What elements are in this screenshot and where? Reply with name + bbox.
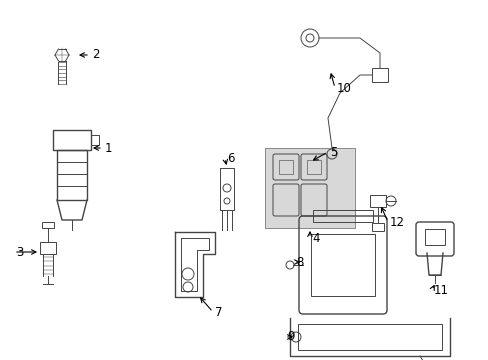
Bar — [297, 324, 441, 350]
Text: 4: 4 — [311, 231, 319, 244]
Bar — [312, 210, 372, 222]
Bar — [264, 148, 354, 228]
Text: 11: 11 — [433, 284, 448, 297]
Bar — [57, 150, 87, 200]
Text: 6: 6 — [226, 152, 234, 165]
Text: 5: 5 — [329, 145, 337, 158]
Text: 12: 12 — [389, 216, 404, 229]
Text: 2: 2 — [92, 49, 99, 62]
Bar — [310, 234, 374, 296]
Bar — [371, 68, 387, 82]
Bar — [424, 229, 444, 245]
Text: 9: 9 — [286, 330, 294, 343]
Bar — [371, 223, 383, 231]
Bar — [369, 195, 385, 207]
Text: 8: 8 — [295, 256, 303, 269]
Text: 3: 3 — [16, 246, 23, 258]
Text: 1: 1 — [105, 141, 112, 154]
Bar — [42, 222, 54, 228]
Text: 10: 10 — [336, 81, 351, 94]
Bar — [306, 160, 320, 174]
Bar — [91, 135, 99, 145]
Bar — [40, 242, 56, 254]
Bar — [53, 130, 91, 150]
Bar — [279, 160, 292, 174]
Text: 7: 7 — [215, 306, 222, 319]
